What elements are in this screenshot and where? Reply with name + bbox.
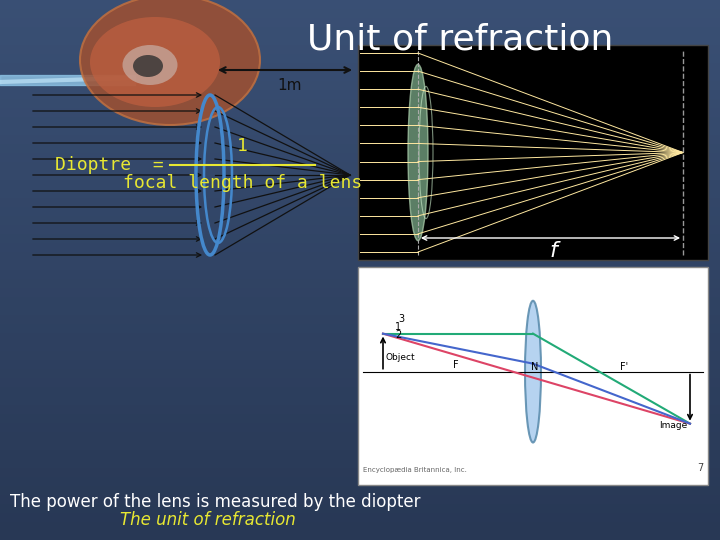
Bar <box>0 242 720 252</box>
Bar <box>0 278 720 288</box>
Text: Encyclopædia Britannica, Inc.: Encyclopædia Britannica, Inc. <box>363 467 467 473</box>
Bar <box>0 458 720 468</box>
Bar <box>0 71 720 81</box>
Bar <box>0 53 720 63</box>
Text: focal length of a lens: focal length of a lens <box>123 174 362 192</box>
Text: F: F <box>453 360 459 370</box>
Bar <box>0 512 720 522</box>
Text: 3: 3 <box>398 314 404 323</box>
Bar <box>0 377 720 387</box>
Ellipse shape <box>408 64 428 241</box>
Bar <box>358 45 708 260</box>
Bar <box>0 125 720 135</box>
Text: Unit of refraction: Unit of refraction <box>307 23 613 57</box>
Text: 2: 2 <box>395 329 401 340</box>
Bar <box>0 89 720 99</box>
Ellipse shape <box>122 45 178 85</box>
Text: 7: 7 <box>697 463 703 473</box>
Bar <box>0 233 720 243</box>
Bar <box>0 467 720 477</box>
Text: The power of the lens is measured by the diopter: The power of the lens is measured by the… <box>10 493 420 511</box>
Bar <box>0 368 720 378</box>
Text: 1m: 1m <box>278 78 302 93</box>
Bar <box>0 305 720 315</box>
Bar <box>0 476 720 486</box>
Bar <box>358 267 708 485</box>
Text: Image: Image <box>659 421 687 430</box>
Bar <box>0 431 720 441</box>
Text: Dioptre  =: Dioptre = <box>55 156 163 174</box>
Bar <box>0 296 720 306</box>
Bar <box>0 485 720 495</box>
Bar <box>0 287 720 297</box>
Ellipse shape <box>80 0 260 125</box>
Bar <box>0 116 720 126</box>
Bar <box>0 8 720 18</box>
Bar <box>0 35 720 45</box>
Text: The unit of refraction: The unit of refraction <box>120 511 296 529</box>
Bar <box>0 521 720 531</box>
Bar <box>0 386 720 396</box>
Bar <box>0 269 720 279</box>
Bar <box>0 98 720 108</box>
Bar <box>0 152 720 162</box>
Bar <box>0 215 720 225</box>
Text: Object: Object <box>386 353 415 362</box>
Ellipse shape <box>133 55 163 77</box>
Bar <box>0 26 720 36</box>
Bar <box>0 44 720 54</box>
Bar <box>0 332 720 342</box>
Bar <box>0 260 720 270</box>
Bar <box>0 530 720 540</box>
Bar <box>0 404 720 414</box>
Text: N: N <box>531 362 539 372</box>
Bar <box>0 395 720 405</box>
Bar <box>0 323 720 333</box>
Bar <box>0 494 720 504</box>
Bar <box>0 422 720 432</box>
Ellipse shape <box>90 17 220 107</box>
Bar <box>0 107 720 117</box>
Bar <box>0 161 720 171</box>
Bar <box>0 413 720 423</box>
Bar <box>0 0 720 9</box>
Bar <box>0 134 720 144</box>
Text: 1: 1 <box>395 322 401 332</box>
Bar <box>0 449 720 459</box>
Bar <box>0 143 720 153</box>
Bar <box>0 314 720 324</box>
Bar <box>0 503 720 513</box>
Ellipse shape <box>525 301 541 442</box>
Text: F': F' <box>620 362 628 372</box>
Bar <box>0 206 720 216</box>
Bar <box>0 197 720 207</box>
Bar <box>0 17 720 27</box>
Bar <box>0 440 720 450</box>
Bar <box>0 188 720 198</box>
Bar <box>0 62 720 72</box>
Bar <box>0 359 720 369</box>
Bar <box>0 80 720 90</box>
Bar <box>0 350 720 360</box>
Text: 1: 1 <box>237 137 248 155</box>
Bar <box>0 170 720 180</box>
Bar <box>0 251 720 261</box>
Bar <box>0 224 720 234</box>
Bar <box>0 341 720 351</box>
Text: $f$: $f$ <box>549 241 562 261</box>
Bar <box>0 179 720 189</box>
